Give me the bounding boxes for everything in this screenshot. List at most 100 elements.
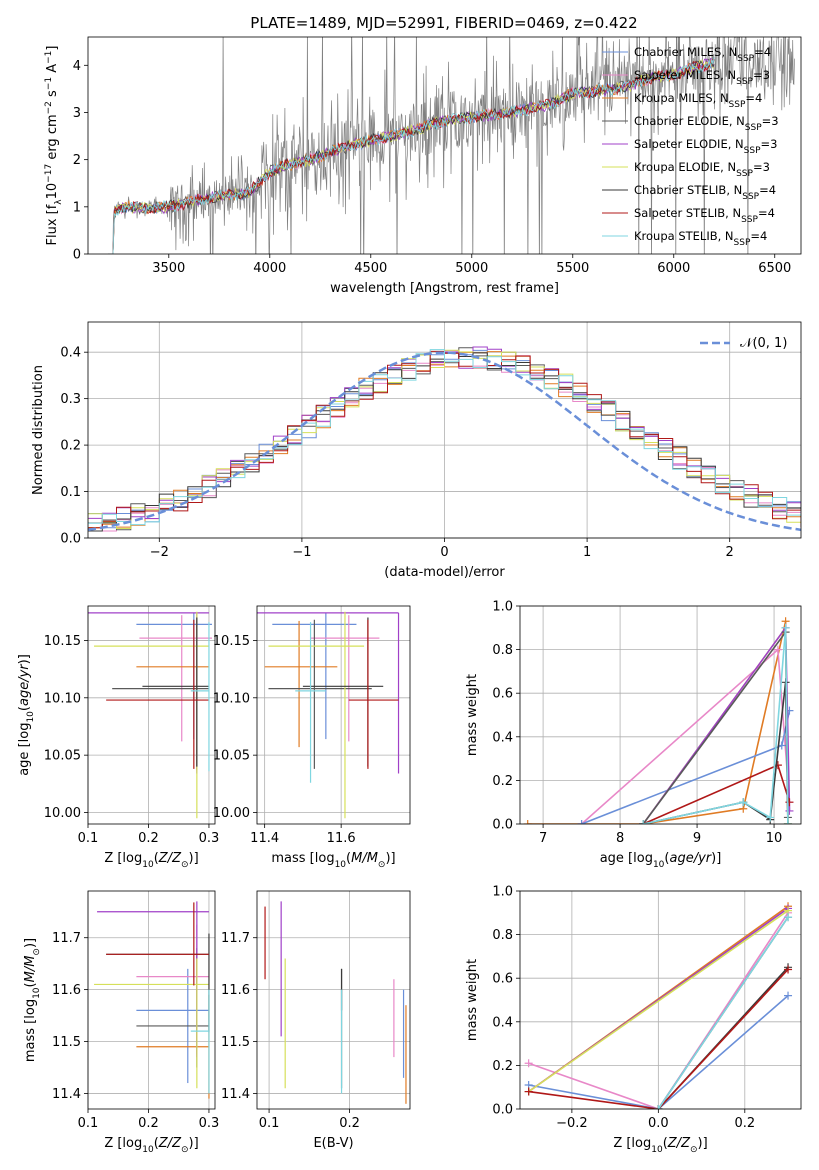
x-tick-label: 0.1 bbox=[78, 1116, 99, 1131]
x-tick-label: 9 bbox=[693, 831, 701, 846]
residuals-panel: −2 −1 0 1 2 0.0 0.1 0.2 0.3 0.4 (data-model)/error… bbox=[31, 321, 802, 580]
legend-entry: Chabrier ELODIE, NSSP=3 bbox=[634, 114, 779, 133]
y-tick-label: 10.15 bbox=[213, 634, 250, 649]
series-marker bbox=[783, 820, 792, 824]
x-tick-label: 0.3 bbox=[199, 1116, 220, 1131]
x-tick-label: 0.0 bbox=[648, 1116, 669, 1131]
series-marker bbox=[773, 645, 782, 654]
figure-title: PLATE=1489, MJD=52991, FIBERID=0469, z=0… bbox=[250, 14, 637, 32]
x-axis-label: Z [log10(Z/Z⊙)] bbox=[613, 1136, 707, 1155]
series-marker bbox=[781, 623, 790, 632]
x-tick-label: 0.2 bbox=[734, 1116, 755, 1131]
axes-frame bbox=[256, 890, 411, 1110]
x-tick-label: 4500 bbox=[354, 261, 387, 276]
y-tick-label: 11.4 bbox=[221, 1087, 250, 1102]
series-marker bbox=[577, 820, 586, 824]
series-marker bbox=[784, 965, 793, 974]
x-tick-label: 8 bbox=[616, 831, 624, 846]
x-tick-label: 0.2 bbox=[138, 831, 159, 846]
y-axis-label: age [log10(age/yr)] bbox=[17, 654, 36, 776]
series-line bbox=[528, 909, 789, 1093]
x-tick-label: 11.4 bbox=[250, 831, 279, 846]
series-line bbox=[528, 968, 789, 1109]
x-tick-label: 6500 bbox=[758, 261, 791, 276]
mass-weight-vs-Z-panel: −0.2 0.0 0.2 0.0 0.2 0.4 0.6 0.8 1.0 Z [log10(Z/Z… bbox=[465, 885, 802, 1155]
legend-entry: Salpeter MILES, NSSP=3 bbox=[634, 68, 770, 87]
x-tick-label: 2 bbox=[726, 545, 734, 560]
errorbar-plot-area bbox=[94, 901, 210, 1099]
series-marker bbox=[524, 1087, 533, 1096]
legend-entry: Kroupa ELODIE, NSSP=3 bbox=[634, 160, 770, 179]
x-axis-label: age [log10(age/yr)] bbox=[600, 851, 722, 870]
series-marker bbox=[524, 1059, 533, 1068]
axes-frame bbox=[87, 321, 802, 539]
y-tick-label: 1 bbox=[73, 200, 81, 215]
y-tick-label: 0.2 bbox=[60, 439, 81, 454]
y-tick-label: 0.4 bbox=[492, 730, 513, 745]
y-axis-label: mass [log10(M/M⊙)] bbox=[23, 938, 42, 1062]
y-tick-label: 0.4 bbox=[492, 1015, 513, 1030]
y-tick-label: 1.0 bbox=[492, 600, 513, 615]
errorbar-plot-area bbox=[264, 901, 407, 1104]
series-marker bbox=[785, 798, 794, 807]
y-axis-label: mass weight bbox=[465, 959, 480, 1041]
y-tick-label: 11.5 bbox=[221, 1035, 250, 1050]
gridlines bbox=[87, 891, 215, 1109]
y-tick-label: 0.6 bbox=[492, 972, 513, 987]
axes-frame bbox=[87, 605, 216, 825]
y-tick-label: 0 bbox=[73, 248, 81, 263]
y-tick-label: 10.10 bbox=[213, 691, 250, 706]
y-tick-label: 10.00 bbox=[213, 806, 250, 821]
y-axis-label: mass weight bbox=[465, 674, 480, 756]
legend-entry: Chabrier STELIB, NSSP=4 bbox=[634, 183, 776, 202]
x-tick-label: 0.2 bbox=[339, 1116, 360, 1131]
x-tick-label: 5000 bbox=[455, 261, 488, 276]
series-marker bbox=[785, 806, 794, 815]
series-marker bbox=[523, 820, 532, 824]
errorbar-plot-area bbox=[257, 611, 400, 819]
x-tick-label: −2 bbox=[150, 545, 169, 560]
y-tick-label: 10.05 bbox=[213, 749, 250, 764]
line-plot-area bbox=[523, 617, 794, 824]
x-tick-label: −1 bbox=[292, 545, 311, 560]
y-tick-label: 10.10 bbox=[44, 691, 81, 706]
x-tick-label: 1 bbox=[583, 545, 591, 560]
x-axis-label: Z [log10(Z/Z⊙)] bbox=[104, 851, 198, 870]
y-tick-label: 0.1 bbox=[60, 485, 81, 500]
series-marker bbox=[784, 991, 793, 1000]
observed-spectrum-line bbox=[112, 37, 795, 254]
x-tick-label: 11.6 bbox=[327, 831, 356, 846]
model-spectrum-line bbox=[108, 58, 715, 254]
legend-entry: Salpeter ELODIE, NSSP=3 bbox=[634, 137, 777, 156]
model-spectrum-line bbox=[108, 60, 715, 254]
series-marker bbox=[739, 798, 748, 807]
x-tick-label: 5500 bbox=[556, 261, 589, 276]
residuals-plot-area bbox=[88, 346, 801, 532]
y-tick-label: 0.2 bbox=[492, 1059, 513, 1074]
errorbar-plot-area bbox=[88, 611, 212, 819]
series-line bbox=[657, 916, 789, 1109]
axes-frame bbox=[87, 890, 216, 1110]
x-axis-label: (data-model)/error bbox=[384, 565, 505, 580]
y-tick-label: 11.6 bbox=[221, 983, 250, 998]
y-axis-label: Flux [fλ10−17 erg cm−2 s−1 A−1] bbox=[44, 46, 64, 246]
legend-entry: Kroupa STELIB, NSSP=4 bbox=[634, 229, 767, 248]
mass-vs-Z-panel: 0.1 0.2 0.3 11.4 11.5 11.6 11.7 Z [log10(Z/Z⊙)]… bbox=[23, 890, 220, 1155]
axes-frame bbox=[519, 890, 802, 1110]
y-tick-label: 11.5 bbox=[52, 1035, 81, 1050]
spectrum-plot-area bbox=[108, 37, 795, 254]
y-tick-label: 0.4 bbox=[60, 346, 81, 361]
x-tick-label: 6000 bbox=[657, 261, 690, 276]
x-tick-label: 3500 bbox=[152, 261, 185, 276]
y-tick-label: 0.8 bbox=[492, 928, 513, 943]
y-tick-label: 0.8 bbox=[492, 643, 513, 658]
x-tick-label: 0.2 bbox=[138, 1116, 159, 1131]
legend-entry: 𝒩(0, 1) bbox=[740, 336, 787, 351]
y-tick-label: 1.0 bbox=[492, 885, 513, 900]
y-tick-label: 10.00 bbox=[44, 806, 81, 821]
x-axis-label: E(B-V) bbox=[313, 1136, 353, 1151]
y-tick-label: 11.4 bbox=[52, 1087, 81, 1102]
age-vs-mass-panel: 11.4 11.6 10.00 10.05 10.10 10.15 mass [log10(… bbox=[213, 605, 411, 870]
y-tick-label: 4 bbox=[73, 59, 81, 74]
x-axis-label: mass [log10(M/M⊙)] bbox=[271, 851, 395, 870]
